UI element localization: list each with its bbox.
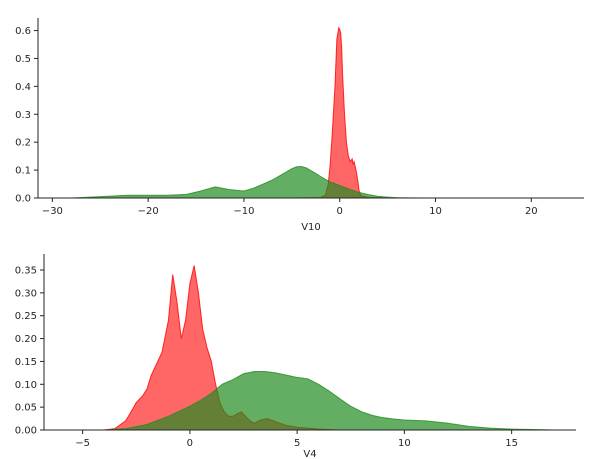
- v10-x-axis-label: V10: [301, 222, 321, 233]
- v4-y-tick-label: 0.30: [15, 288, 37, 299]
- v10-density-area-0: [196, 26, 570, 199]
- v10-x-tick-label: −10: [233, 206, 254, 217]
- v10-y-ticks: 0.0 0.1 0.2 0.3 0.4 0.5 0.6: [15, 26, 38, 205]
- v4-x-tick-label: 10: [398, 438, 411, 449]
- v4-y-tick-label: 0.10: [15, 380, 37, 391]
- v10-density-areas: [71, 26, 570, 199]
- v4-x-axis-label: V4: [303, 449, 316, 459]
- v4-density-area-1: [104, 370, 555, 431]
- v10-y-tick-label: 0.5: [15, 54, 31, 65]
- v4-density-areas: [103, 265, 555, 431]
- v10-x-tick-label: −20: [138, 206, 159, 217]
- v10-x-ticks: −30 −20 −10 0 10 20: [42, 198, 538, 217]
- v4-density-panel: −5 0 5 10 15 0.00 0.05 0.10 0.15 0.20 0.25 0.30 0.3…: [15, 254, 576, 459]
- v10-x-tick-label: 0: [337, 206, 343, 217]
- v10-density-panel: −30 −20 −10 0 10 20 0.0 0.1 0.2 0.3 0.4 0.5 0.6 V10: [15, 18, 584, 233]
- v10-y-tick-label: 0.3: [15, 110, 31, 121]
- v4-x-tick-label: −5: [75, 438, 90, 449]
- v4-y-tick-label: 0.20: [15, 334, 37, 345]
- v10-x-tick-label: −30: [42, 206, 63, 217]
- v10-x-tick-label: 10: [429, 206, 442, 217]
- v4-x-ticks: −5 0 5 10 15: [75, 430, 518, 449]
- v4-x-tick-label: 15: [505, 438, 518, 449]
- v4-y-ticks: 0.00 0.05 0.10 0.15 0.20 0.25 0.30 0.35: [15, 266, 44, 437]
- v10-y-tick-label: 0.0: [15, 194, 31, 205]
- v4-y-tick-label: 0.05: [15, 403, 37, 414]
- v4-y-tick-label: 0.35: [15, 266, 37, 277]
- v10-y-tick-label: 0.6: [15, 26, 31, 37]
- v10-y-tick-label: 0.1: [15, 166, 31, 177]
- v10-y-tick-label: 0.4: [15, 82, 31, 93]
- v4-y-tick-label: 0.25: [15, 311, 37, 322]
- v4-y-tick-label: 0.15: [15, 357, 37, 368]
- v4-y-tick-label: 0.00: [15, 426, 37, 437]
- v4-x-tick-label: 5: [294, 438, 300, 449]
- v4-x-tick-label: 0: [187, 438, 193, 449]
- v10-density-area-1: [71, 165, 412, 199]
- v10-y-tick-label: 0.2: [15, 138, 31, 149]
- v10-x-tick-label: 20: [525, 206, 538, 217]
